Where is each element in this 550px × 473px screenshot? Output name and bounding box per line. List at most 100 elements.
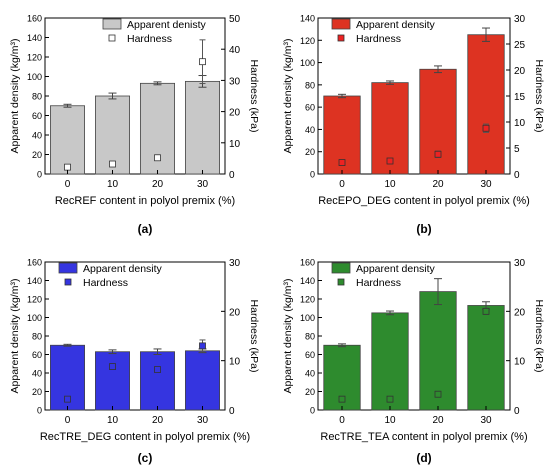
density-bar xyxy=(95,351,131,411)
right-axis-tick-label: 5 xyxy=(514,144,520,155)
density-bar xyxy=(184,80,220,175)
left-axis-title: Apparent density (kg/m³) xyxy=(9,39,21,154)
left-axis-title: Apparent density (kg/m³) xyxy=(282,279,294,394)
legend-label-hardness: Hardness xyxy=(127,33,172,45)
left-axis-tick-label: 0 xyxy=(37,406,42,416)
right-axis-tick-label: 20 xyxy=(229,108,241,119)
legend-marker-hardness xyxy=(64,278,72,286)
x-axis-tick-label: 30 xyxy=(480,179,492,190)
legend-label-hardness: Hardness xyxy=(356,277,401,289)
left-axis-tick-label: 120 xyxy=(27,295,42,305)
hardness-marker xyxy=(338,159,346,166)
legend-label-density: Apparent denisty xyxy=(127,19,207,31)
left-axis-tick-label: 40 xyxy=(32,131,42,141)
left-axis-tick-label: 0 xyxy=(37,170,42,180)
left-axis-tick-label: 160 xyxy=(300,258,315,268)
density-bar xyxy=(371,312,409,411)
right-axis-tick-label: 20 xyxy=(514,66,526,77)
left-axis-tick-label: 140 xyxy=(27,33,42,43)
x-axis-tick-label: 30 xyxy=(197,179,209,190)
right-axis-tick-label: 0 xyxy=(229,170,235,181)
legend-label-hardness: Hardness xyxy=(356,33,401,45)
left-axis-tick-label: 80 xyxy=(305,332,315,342)
legend-marker-hardness xyxy=(108,34,116,42)
right-axis-tick-label: 10 xyxy=(229,357,241,368)
right-axis-title: Hardness (kPa) xyxy=(248,60,260,133)
x-axis-tick-label: 10 xyxy=(384,415,396,426)
legend-marker-hardness xyxy=(337,278,345,286)
hardness-marker xyxy=(434,150,442,158)
x-axis-tick-label: 30 xyxy=(197,415,209,426)
hardness-marker xyxy=(482,124,490,132)
left-axis-tick-label: 60 xyxy=(305,350,315,360)
right-axis-tick-label: 30 xyxy=(514,258,526,269)
left-axis-tick-label: 20 xyxy=(305,387,315,397)
right-axis-tick-label: 0 xyxy=(229,406,235,417)
hardness-marker xyxy=(199,58,206,66)
right-axis-tick-label: 20 xyxy=(514,307,526,318)
right-axis-tick-label: 20 xyxy=(229,307,241,318)
left-axis-title: Apparent density (kg/m³) xyxy=(282,39,294,154)
x-axis-tick-label: 10 xyxy=(107,415,119,426)
x-axis-tick-label: 30 xyxy=(480,415,492,426)
hardness-marker xyxy=(109,160,116,168)
hardness-marker xyxy=(109,363,116,370)
panel-label: (b) xyxy=(416,222,431,236)
right-axis-title: Hardness (kPa) xyxy=(533,60,545,133)
legend-label-density: Apparent density xyxy=(356,19,436,31)
left-axis-tick-label: 40 xyxy=(32,369,42,379)
hardness-marker xyxy=(434,390,442,398)
left-axis-tick-label: 60 xyxy=(32,111,42,121)
x-axis-tick-label: 0 xyxy=(339,415,345,426)
chart-panel-a: 0 20 40 60 80 100 120 140 160 0 10 20 30 40 50 0 10 20 30 R… xyxy=(9,14,260,237)
left-axis-tick-label: 160 xyxy=(27,258,42,268)
left-axis-tick-label: 140 xyxy=(27,276,42,286)
x-axis-tick-label: 0 xyxy=(339,179,345,190)
x-axis-tick-label: 20 xyxy=(432,415,444,426)
hardness-marker xyxy=(386,157,394,165)
right-axis-tick-label: 0 xyxy=(514,170,520,181)
right-axis-title: Hardness (kPa) xyxy=(533,300,545,373)
x-axis-tick-label: 10 xyxy=(107,179,119,190)
right-axis-tick-label: 30 xyxy=(514,14,526,25)
density-bar xyxy=(419,68,457,175)
left-axis-tick-label: 120 xyxy=(27,53,42,63)
right-axis-tick-label: 50 xyxy=(229,14,241,25)
legend-swatch-density xyxy=(102,18,122,30)
left-axis-tick-label: 40 xyxy=(305,125,315,135)
hardness-marker xyxy=(154,366,161,373)
right-axis-tick-label: 25 xyxy=(514,40,526,51)
legend-swatch-density xyxy=(331,18,351,30)
left-axis-tick-label: 60 xyxy=(305,103,315,113)
x-axis-title: RecEPO_DEG content in polyol premix (%) xyxy=(318,195,530,207)
legend-swatch-density xyxy=(331,262,351,274)
x-axis-tick-label: 20 xyxy=(432,179,444,190)
left-axis-tick-label: 80 xyxy=(32,332,42,342)
panel-label: (a) xyxy=(138,222,153,236)
right-axis-tick-label: 30 xyxy=(229,258,241,269)
density-bar xyxy=(139,351,175,411)
hardness-marker xyxy=(386,395,394,403)
hardness-marker xyxy=(154,154,161,162)
left-axis-tick-label: 100 xyxy=(300,58,315,68)
left-axis-tick-label: 20 xyxy=(32,150,42,160)
right-axis-tick-label: 10 xyxy=(514,357,526,368)
left-axis-title: Apparent density (kg/m³) xyxy=(9,279,21,394)
left-axis-tick-label: 120 xyxy=(300,295,315,305)
left-axis-tick-label: 80 xyxy=(305,80,315,90)
density-bar xyxy=(184,350,220,411)
left-axis-tick-label: 80 xyxy=(32,92,42,102)
hardness-marker xyxy=(338,395,346,403)
density-bar xyxy=(467,34,505,175)
legend-label-density: Apparent density xyxy=(356,263,436,275)
left-axis-tick-label: 0 xyxy=(310,406,315,416)
right-axis-tick-label: 0 xyxy=(514,406,520,417)
x-axis-tick-label: 10 xyxy=(384,179,396,190)
x-axis-tick-label: 20 xyxy=(152,415,164,426)
legend-swatch-density xyxy=(58,262,78,274)
legend-label-hardness: Hardness xyxy=(83,277,128,289)
chart-panel-d: 0 20 40 60 80 100 120 140 160 0 10 20 30 0 10 20 30 RecTR… xyxy=(282,258,545,466)
chart-panel-c: 0 20 40 60 80 100 120 140 160 0 10 20 30 0 10 20 30 RecTR… xyxy=(9,258,260,466)
hardness-marker xyxy=(482,307,490,315)
x-axis-title: RecTRE_TEA content in polyol premix (%) xyxy=(320,431,527,443)
